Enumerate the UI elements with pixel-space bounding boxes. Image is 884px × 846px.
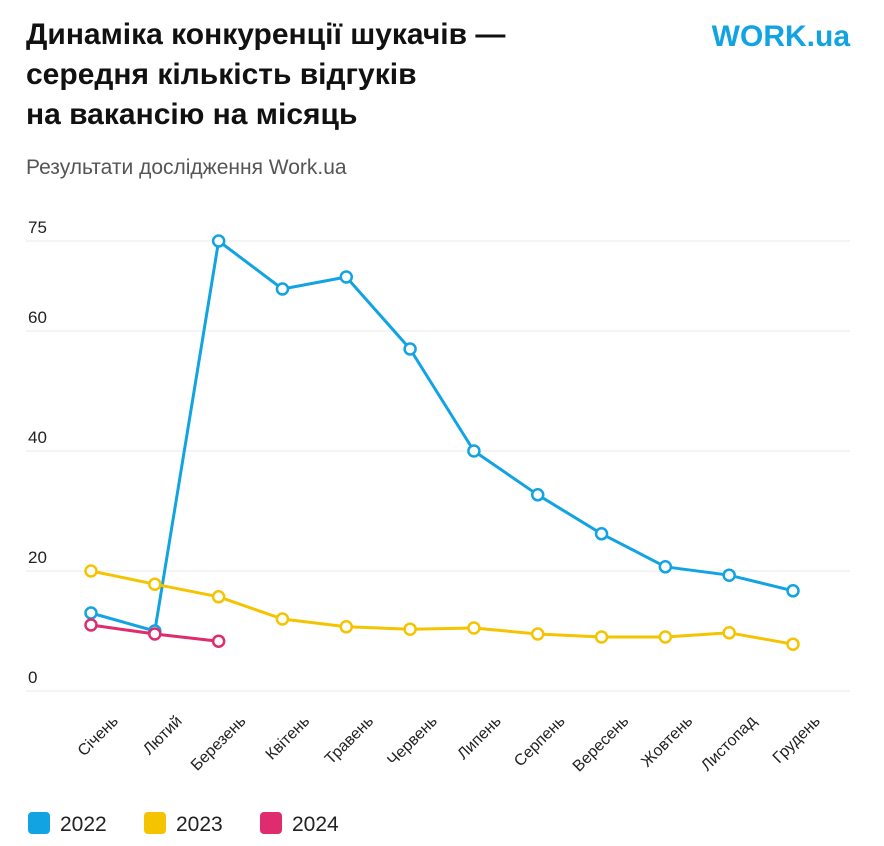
data-point — [84, 618, 98, 632]
legend-swatch — [260, 812, 282, 834]
data-point — [722, 568, 736, 582]
x-tick-label: Грудень — [770, 713, 824, 767]
x-tick-label: Серпень — [511, 713, 568, 770]
data-point — [148, 577, 162, 591]
data-point — [84, 606, 98, 620]
logo: WORK.ua — [712, 20, 851, 53]
series-line — [90, 239, 794, 633]
data-point — [403, 622, 417, 636]
data-point — [211, 234, 226, 248]
x-tick-label: Листопад — [698, 712, 760, 774]
chart-title: на вакансію на місяць — [26, 98, 357, 131]
x-tick-label: Квітень — [263, 713, 314, 764]
legend-label: 2024 — [292, 813, 339, 836]
chart-subtitle: Результати дослідження Work.ua — [26, 156, 347, 179]
data-point — [211, 634, 226, 648]
legend-swatch — [144, 812, 166, 834]
x-tick-label: Березень — [188, 713, 250, 775]
x-tick-label: Лютий — [140, 713, 186, 759]
legend-label: 2022 — [60, 813, 107, 836]
chart-title: Динаміка конкуренції шукачів — — [26, 18, 505, 51]
data-point — [339, 620, 354, 634]
y-tick-label: 40 — [28, 428, 47, 447]
x-tick-label: Жовтень — [638, 713, 696, 771]
data-point — [148, 627, 162, 641]
legend-label: 2023 — [176, 813, 223, 836]
legend-swatch — [28, 812, 50, 834]
x-tick-label: Січень — [75, 713, 122, 760]
x-tick-label: Травень — [322, 713, 377, 768]
data-point — [786, 637, 800, 651]
data-point — [658, 630, 673, 644]
x-tick-label: Вересень — [570, 713, 633, 776]
data-point — [467, 444, 481, 458]
y-tick-label: 20 — [28, 548, 47, 567]
data-point — [403, 342, 417, 356]
data-point — [530, 627, 545, 641]
y-tick-label: 75 — [28, 218, 47, 237]
data-point — [786, 584, 800, 598]
data-point — [594, 630, 609, 644]
data-point — [339, 270, 354, 284]
y-tick-label: 0 — [28, 668, 37, 687]
data-point — [722, 626, 736, 640]
data-point — [658, 560, 673, 574]
data-point — [594, 527, 609, 541]
data-point — [275, 282, 290, 296]
x-tick-label: Червень — [384, 713, 440, 769]
data-point — [467, 621, 481, 635]
x-tick-label: Липень — [454, 713, 504, 763]
chart-title: середня кількість відгуків — [26, 58, 417, 91]
data-point — [530, 488, 545, 502]
data-point — [211, 590, 226, 604]
y-tick-label: 60 — [28, 308, 47, 327]
data-point — [84, 564, 98, 578]
series-line — [90, 569, 794, 646]
data-point — [275, 612, 290, 626]
